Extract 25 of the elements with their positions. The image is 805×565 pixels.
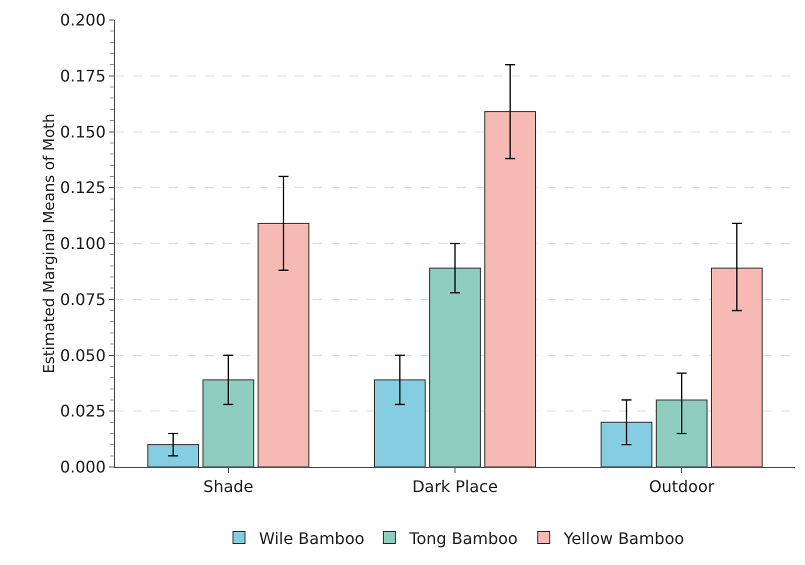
y-tick-label: 0.100 [60, 234, 106, 254]
y-axis-title: Estimated Marginal Means of Moth [40, 113, 58, 374]
bar [429, 268, 481, 467]
bar [710, 268, 763, 467]
y-tick-label: 0.175 [60, 66, 106, 86]
y-tick-label: 0.200 [60, 10, 106, 30]
x-tick-label: Shade [203, 477, 254, 496]
bar [202, 379, 254, 467]
bar [374, 379, 426, 467]
bar [600, 422, 652, 467]
x-tick-label: Outdoor [649, 477, 715, 496]
bar [147, 444, 200, 467]
legend-label: Wile Bamboo [259, 528, 364, 548]
bar [484, 111, 536, 467]
x-tick-label: Dark Place [412, 477, 498, 496]
y-tick-label: 0.000 [60, 458, 106, 477]
y-tick-label: 0.150 [60, 122, 106, 142]
legend-label: Tong Bamboo [408, 528, 518, 548]
y-tick-label: 0.025 [60, 402, 106, 421]
y-tick-label: 0.075 [60, 290, 106, 309]
y-tick-label: 0.050 [60, 346, 106, 365]
bar [656, 399, 708, 467]
y-tick-label: 0.125 [60, 178, 106, 198]
bar [258, 222, 310, 467]
legend-label: Yellow Bamboo [562, 528, 684, 548]
